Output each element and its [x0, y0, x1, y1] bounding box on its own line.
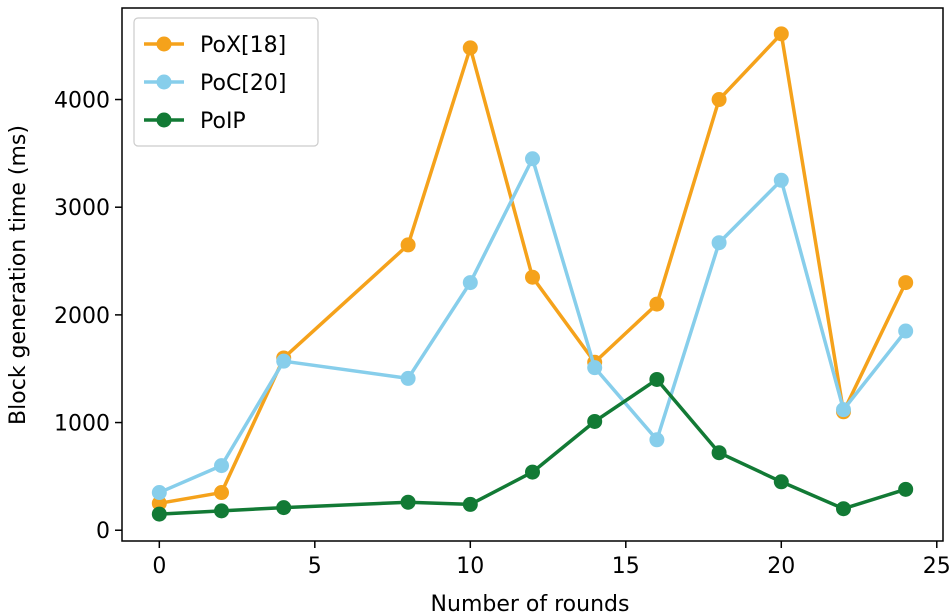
data-point — [151, 506, 167, 522]
data-point — [711, 235, 727, 251]
series-2 — [151, 371, 914, 522]
data-point — [525, 269, 540, 285]
y-tick-label: 2000 — [54, 304, 110, 329]
data-point — [462, 275, 478, 291]
legend-label: PoC[20] — [200, 71, 286, 96]
data-point — [773, 172, 789, 188]
legend-box — [133, 17, 319, 147]
data-point — [898, 323, 914, 339]
x-tick-label: 5 — [308, 554, 322, 579]
data-point — [462, 40, 478, 56]
y-tick-label: 1000 — [54, 412, 110, 437]
series-line — [158, 156, 908, 495]
data-point — [898, 481, 914, 497]
data-point — [835, 402, 851, 418]
legend: PoX[18] PoC[20] PoIP — [133, 17, 319, 147]
plot-frame — [121, 7, 944, 542]
x-tick-label: 25 — [923, 554, 950, 579]
series-line — [159, 377, 907, 516]
x-axis-label: Number of rounds — [431, 592, 630, 616]
data-point — [898, 275, 914, 291]
data-point — [711, 445, 727, 461]
data-point — [649, 296, 665, 312]
data-point — [773, 26, 789, 42]
y-tick-label: 4000 — [54, 89, 110, 114]
legend-marker — [156, 36, 172, 52]
data-point — [400, 237, 416, 253]
legend-item: PoX[18] — [144, 33, 286, 58]
data-point — [711, 92, 727, 108]
data-point — [835, 501, 851, 517]
data-point — [151, 495, 167, 511]
legend-label: PoIP — [200, 109, 246, 134]
legend-item: PoIP — [144, 109, 246, 134]
data-point — [525, 151, 540, 167]
data-point — [214, 503, 230, 519]
y-axis-label: Block generation time (ms) — [6, 125, 31, 425]
data-point — [587, 360, 603, 376]
data-point — [462, 496, 478, 512]
y-tick-label: 3000 — [54, 196, 110, 221]
x-tick-label: 15 — [612, 554, 640, 579]
y-axis: 0 1000 2000 3000 4000 — [54, 89, 122, 544]
data-point — [276, 500, 292, 516]
legend-marker — [156, 74, 172, 90]
data-point — [151, 485, 167, 501]
series-layer — [151, 26, 914, 522]
data-point — [773, 474, 789, 490]
x-tick-label: 0 — [152, 554, 166, 579]
series-1 — [151, 151, 914, 501]
data-point — [214, 458, 230, 474]
legend-item: PoC[20] — [144, 71, 286, 96]
y-tick-label: 0 — [96, 519, 110, 544]
x-tick-label: 20 — [767, 554, 795, 579]
legend-marker — [156, 112, 172, 128]
data-point — [276, 353, 292, 369]
data-point — [400, 370, 416, 386]
data-point — [400, 494, 416, 510]
data-point — [587, 413, 603, 429]
x-axis: 0 5 10 15 20 25 — [152, 541, 950, 579]
legend-label: PoX[18] — [200, 33, 286, 58]
data-point — [214, 485, 230, 501]
data-point — [525, 464, 540, 480]
data-point — [649, 371, 665, 387]
x-tick-label: 10 — [456, 554, 484, 579]
data-point — [649, 432, 665, 448]
